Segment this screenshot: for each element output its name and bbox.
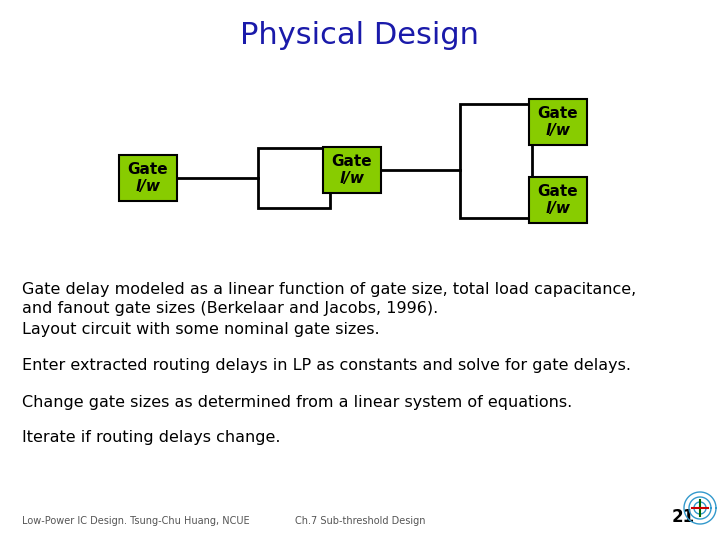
Text: Gate delay modeled as a linear function of gate size, total load capacitance,
an: Gate delay modeled as a linear function … xyxy=(22,282,636,315)
Text: Gate: Gate xyxy=(538,106,578,122)
Text: Physical Design: Physical Design xyxy=(240,21,480,50)
Text: Gate: Gate xyxy=(538,185,578,199)
Text: Change gate sizes as determined from a linear system of equations.: Change gate sizes as determined from a l… xyxy=(22,395,572,410)
Text: Layout circuit with some nominal gate sizes.: Layout circuit with some nominal gate si… xyxy=(22,322,379,337)
Bar xyxy=(460,104,532,218)
Text: 21: 21 xyxy=(672,508,695,526)
Text: l/w: l/w xyxy=(340,172,364,186)
Text: Low-Power IC Design. Tsung-Chu Huang, NCUE: Low-Power IC Design. Tsung-Chu Huang, NC… xyxy=(22,516,250,526)
Text: Gate: Gate xyxy=(332,154,372,170)
Text: Gate: Gate xyxy=(127,163,168,178)
Text: l/w: l/w xyxy=(546,124,570,138)
Text: l/w: l/w xyxy=(135,179,161,194)
Bar xyxy=(529,99,587,145)
Text: l/w: l/w xyxy=(546,201,570,217)
Bar xyxy=(258,148,330,208)
Text: Enter extracted routing delays in LP as constants and solve for gate delays.: Enter extracted routing delays in LP as … xyxy=(22,358,631,373)
Text: Ch.7 Sub-threshold Design: Ch.7 Sub-threshold Design xyxy=(294,516,426,526)
Bar xyxy=(529,177,587,223)
Text: Iterate if routing delays change.: Iterate if routing delays change. xyxy=(22,430,281,445)
Bar xyxy=(323,147,381,193)
Bar xyxy=(119,155,177,201)
